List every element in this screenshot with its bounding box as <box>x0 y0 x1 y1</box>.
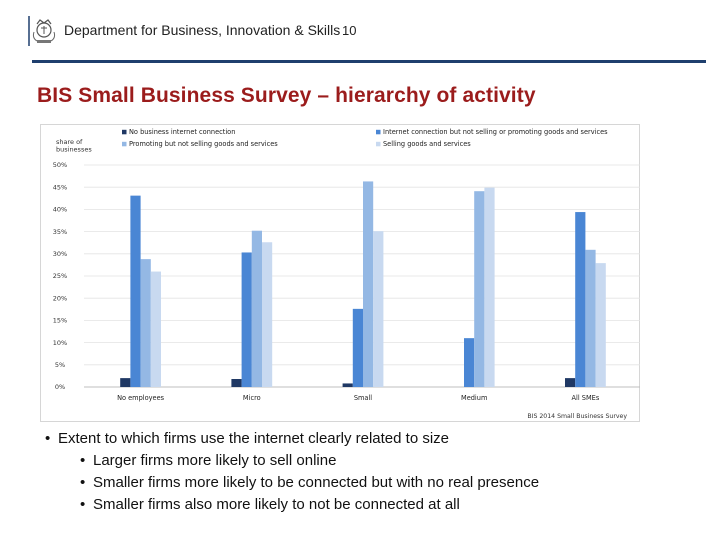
bar <box>342 383 353 387</box>
bar <box>474 191 485 387</box>
chart-source: BIS 2014 Small Business Survey <box>527 413 627 420</box>
y-tick-label: 45% <box>53 183 67 191</box>
legend-swatch <box>122 141 127 147</box>
bullet-list: Extent to which firms use the internet c… <box>44 428 704 516</box>
y-tick-label: 40% <box>53 206 67 214</box>
bar <box>140 259 151 387</box>
bar <box>352 308 363 387</box>
bar <box>363 181 374 387</box>
legend-label: Promoting but not selling goods and serv… <box>129 140 278 148</box>
bar <box>241 252 252 387</box>
legend-label: No business internet connection <box>129 128 235 136</box>
bullet-sub-2: Smaller firms more likely to be connecte… <box>80 472 704 494</box>
legend-swatch <box>376 129 381 135</box>
bar <box>595 263 606 387</box>
y-tick-label: 15% <box>53 317 67 325</box>
royal-crest-icon <box>28 16 56 46</box>
bar <box>130 195 141 387</box>
bullet-main: Extent to which firms use the internet c… <box>45 428 704 450</box>
y-tick-label: 10% <box>53 339 67 347</box>
category-label: Medium <box>461 394 487 402</box>
bar <box>262 242 273 387</box>
category-label: All SMEs <box>572 394 600 402</box>
bar <box>484 187 495 387</box>
chart-border <box>40 124 640 422</box>
y-axis-label-line: share of <box>56 138 83 146</box>
bar <box>585 249 596 387</box>
bullet-sub-3: Smaller firms also more likely to not be… <box>80 494 704 516</box>
legend-label: Selling goods and services <box>383 140 471 148</box>
category-label: Micro <box>243 394 261 402</box>
bar <box>575 212 586 387</box>
bar <box>120 378 131 387</box>
category-label: Small <box>354 394 372 402</box>
chart-bars <box>120 181 606 387</box>
bar <box>565 378 576 387</box>
bullet-sub-1: Larger firms more likely to sell online <box>80 450 704 472</box>
source-note: BIS 2014 Small Business Survey <box>527 413 627 420</box>
slide-header: Department for Business, Innovation & Sk… <box>0 0 720 63</box>
y-axis-label-line: businesses <box>56 146 92 154</box>
x-axis-categories: No employees Micro Small Medium All SMEs <box>117 394 600 402</box>
category-label: No employees <box>117 394 165 402</box>
bar <box>251 230 262 387</box>
y-tick-label: 5% <box>55 361 65 369</box>
department-name: Department for Business, Innovation & Sk… <box>64 22 341 38</box>
chart-frame <box>40 124 640 422</box>
page-number: 10 <box>342 23 357 38</box>
header-divider <box>32 60 706 63</box>
y-tick-label: 30% <box>53 250 67 258</box>
y-axis-ticks: 0% 5% 10% 15% 20% 25% 30% 35% 40% 45% 50% <box>53 161 67 391</box>
slide-title: BIS Small Business Survey – hierarchy of… <box>37 84 536 107</box>
bar <box>231 379 242 387</box>
legend-label: Internet connection but not selling or p… <box>383 128 608 136</box>
y-tick-label: 0% <box>55 383 65 391</box>
y-tick-label: 25% <box>53 272 67 280</box>
y-tick-label: 50% <box>53 161 67 169</box>
bar <box>464 338 475 387</box>
y-tick-label: 20% <box>53 294 67 302</box>
bar <box>373 231 384 387</box>
y-tick-label: 35% <box>53 228 67 236</box>
chart-legend: No business internet connection Internet … <box>122 128 608 148</box>
legend-swatch <box>376 141 381 147</box>
legend-swatch <box>122 129 127 135</box>
bar <box>150 271 161 387</box>
